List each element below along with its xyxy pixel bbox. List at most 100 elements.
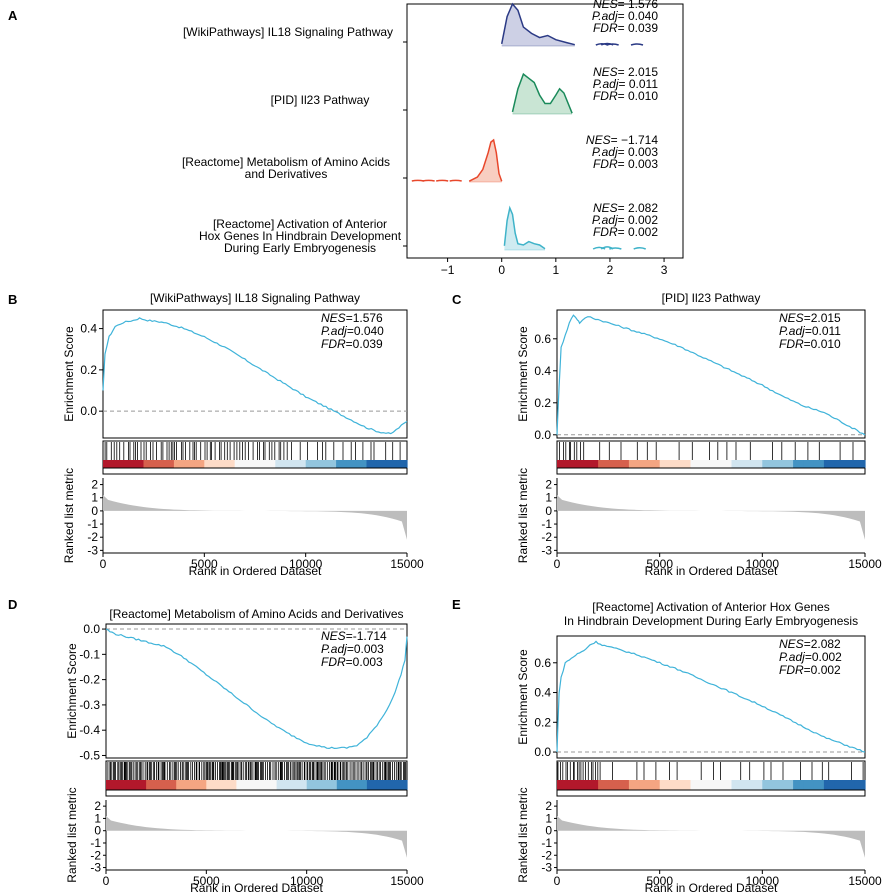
panel-b-nes-text-label: NES [321, 311, 346, 325]
panel-c-nes-text-label: NES [779, 311, 804, 325]
panel-b-heat-cell [224, 460, 236, 468]
panel-b-heat-cell [275, 460, 286, 468]
panel-c-hits [556, 442, 854, 460]
panel-d-padj-text-value: =0.003 [347, 642, 384, 656]
panel-e-xlabel: Rank in Ordered Dataset [645, 881, 778, 895]
panel-d-heat-cell [256, 780, 268, 790]
ridge-density-line [511, 72, 573, 114]
ridge-density-fill [512, 74, 573, 114]
panel-b-metric-tick-label: -3 [87, 543, 98, 557]
panel-d-heat-cell [226, 780, 237, 790]
panel-c-heat-cell [557, 460, 568, 468]
panel-c-heat-cell [854, 460, 866, 468]
ridge-density-line [503, 205, 546, 250]
panel-d-heat-cell [216, 780, 227, 790]
panel-d-title: [Reactome] Metabolism of Amino Acids and… [109, 607, 403, 621]
panel-e-metric-tick-label: 0 [545, 824, 552, 838]
panel-b-hits [102, 442, 401, 460]
panel-e-heat-cell [577, 780, 589, 790]
panel-d-heat-cell [166, 780, 177, 790]
panel-d-metric-tick-label: -3 [90, 861, 101, 875]
panel-b-heat-cell [396, 460, 408, 468]
panel-c-heat-cell [608, 460, 620, 468]
panel-d-x-tick-label: 5000 [193, 874, 220, 888]
ridge-density-tail [449, 179, 462, 182]
panel-c-heat-cell [711, 460, 722, 468]
panel-b-es-tick-label: 0.4 [80, 322, 97, 336]
panel-b-x-tick-label: 0 [100, 557, 107, 571]
panel-d-es-tick-label: 0.0 [83, 622, 100, 636]
panel-letter-a: A [8, 8, 18, 23]
panel-e-nes-text: NES=2.082 [779, 637, 841, 651]
panel-d-metric-tick-label: -1 [90, 836, 101, 850]
panel-b-heat-cell [113, 460, 124, 468]
panel-d-es-curve [105, 628, 408, 750]
panel-e-heat-cell [731, 780, 743, 790]
panel-c-heat-cell [752, 460, 763, 468]
panel-b-heat-cell [255, 460, 266, 468]
panel-c-heat-cell [628, 460, 640, 468]
panel-d-metric-tick-label: 1 [94, 811, 101, 825]
panel-e-metric-tick-label: -3 [541, 861, 552, 875]
panel-e-letter: E [452, 597, 461, 612]
panel-e-heat-cell [659, 780, 671, 790]
panel-c-padj-text: P.adj=0.011 [779, 324, 841, 338]
ridge-nes-text: NES= 2.082 [593, 201, 658, 215]
panel-c-es-tick-label: 0.0 [534, 428, 551, 442]
panel-b-xlabel: Rank in Ordered Dataset [189, 564, 322, 578]
ridge-padj-text-value: = 0.040 [618, 9, 659, 23]
panel-e-heat-cell [628, 780, 640, 790]
panel-e-heat-cell [782, 780, 794, 790]
panel-e-hit-frame [556, 760, 866, 797]
panel-e-heat-cell [741, 780, 753, 790]
ridge-fdr-text-label: FDR [593, 89, 618, 103]
ridge-padj-text-label: P.adj [592, 213, 618, 227]
panel-b-fdr-text: FDR=0.039 [321, 337, 383, 351]
panel-d-heat-cell [246, 780, 258, 790]
ridge-padj-text-label: P.adj [592, 145, 618, 159]
panel-c-heat-cell [649, 460, 661, 468]
panel-c-metric-tick-label: -3 [541, 543, 552, 557]
panel-c-heat-cell [721, 460, 733, 468]
panel-d-heat-cell [146, 780, 157, 790]
panel-b-heat-cell [315, 460, 327, 468]
ridge-x-tick-label: 3 [661, 263, 668, 277]
panel-d-heat-cell [376, 780, 388, 790]
ridge-row-label: [Reactome] Activation of Anterior [213, 217, 387, 231]
panel-c-xlabel: Rank in Ordered Dataset [645, 564, 778, 578]
panel-c-es-tick-label: 0.6 [534, 332, 551, 346]
panel-d-nes-text: NES=-1.714 [321, 629, 387, 643]
panel-c-fdr-text: FDR=0.010 [779, 337, 841, 351]
panel-d-heat-cell [236, 780, 247, 790]
panel-c-metric-tick-label: -2 [541, 530, 552, 544]
panel-b-heat-cell [386, 460, 398, 468]
panel-c-es-curve [556, 314, 866, 436]
ridge-density-tail [436, 179, 449, 182]
panel-d-heat-cell [186, 780, 197, 790]
ridge-nes-text-value: = −1.714 [611, 133, 659, 147]
panel-b-x-tick-label: 15000 [390, 557, 424, 571]
panel-e-fdr-text: FDR=0.002 [779, 663, 841, 677]
panel-b-heat-cell [336, 460, 347, 468]
ridge-density-tail [411, 179, 424, 182]
panel-d-heat-cell [116, 780, 127, 790]
panel-d-metric-tick-label: -2 [90, 848, 101, 862]
ridge-fdr-text-label: FDR [593, 225, 618, 239]
panel-c-x-tick-label: 5000 [646, 557, 673, 571]
ridge-fdr-text-label: FDR [593, 21, 618, 35]
panel-b-heat-cell [163, 460, 175, 468]
ridge-density-tail [630, 43, 644, 46]
panel-e-es-tick-label: 0.2 [534, 715, 551, 729]
panel-c-fdr-text-value: =0.010 [804, 337, 841, 351]
panel-b-hit-frame [102, 440, 408, 475]
ridge-nes-text-value: = 2.082 [618, 201, 659, 215]
panel-b-heat-cell [376, 460, 388, 468]
panel-e-heat-cell [711, 780, 722, 790]
panel-b-x-tick-label: 10000 [289, 557, 323, 571]
panel-b-nes-text: NES=1.576 [321, 311, 383, 325]
ridge-nes-text-value: = 2.015 [618, 65, 659, 79]
panel-e-fdr-text-value: =0.002 [804, 663, 841, 677]
panel-e-x-tick-label: 0 [554, 874, 561, 888]
panel-d-metric-ylabel: Ranked list metric [65, 787, 79, 882]
